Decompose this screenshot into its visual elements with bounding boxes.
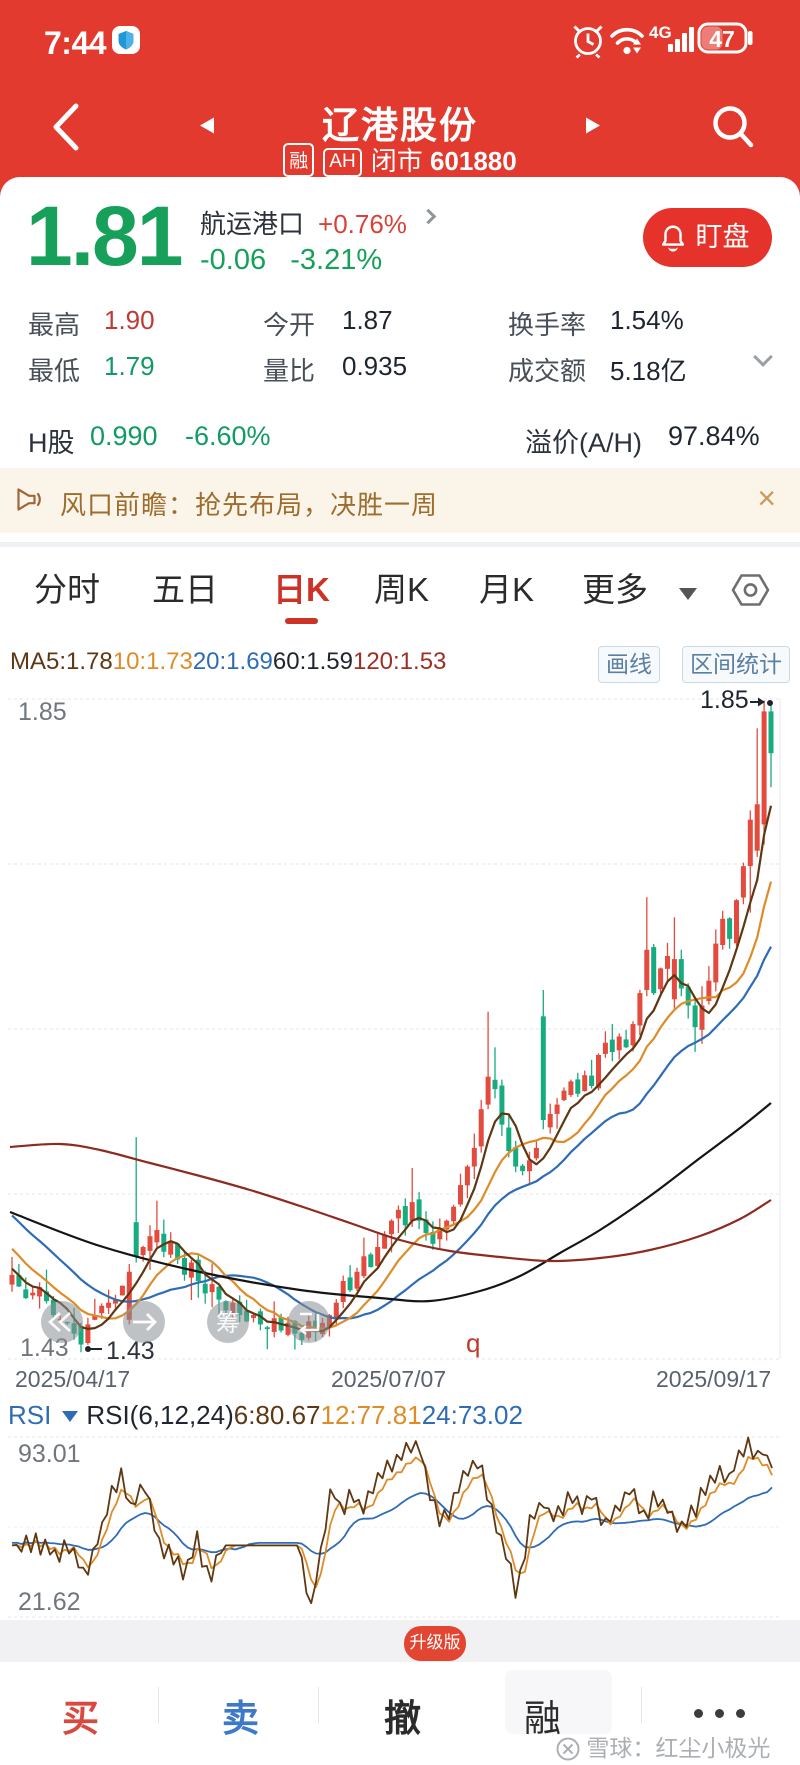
svg-text:4G: 4G: [649, 23, 672, 42]
svg-text:47: 47: [709, 26, 735, 52]
svg-text:筹: 筹: [216, 1310, 240, 1337]
